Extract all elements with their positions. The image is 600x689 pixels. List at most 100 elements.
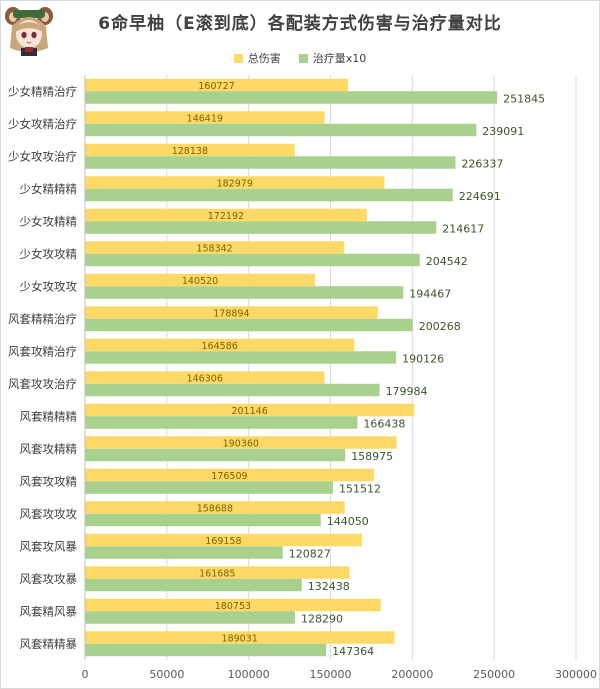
bar-heal xyxy=(85,91,498,104)
legend-swatch-damage xyxy=(233,53,243,63)
bar-damage xyxy=(85,273,315,287)
bar-heal xyxy=(85,416,358,429)
x-tick-label: 50000 xyxy=(149,668,184,681)
category-label: 风套攻攻攻 xyxy=(20,507,78,521)
bar-heal xyxy=(85,351,397,364)
x-tick-label: 100000 xyxy=(228,668,270,681)
x-tick-label: 250000 xyxy=(473,668,515,681)
legend-item-heal: 治疗量x10 xyxy=(298,50,367,66)
data-label-damage: 178894 xyxy=(213,308,249,319)
x-tick-label: 0 xyxy=(82,668,89,681)
bar-heal xyxy=(85,578,302,592)
x-tick-label: 300000 xyxy=(555,668,597,681)
bar-damage xyxy=(85,111,325,124)
bar-damage xyxy=(85,176,385,189)
bar-damage xyxy=(85,338,355,352)
legend-item-damage: 总伤害 xyxy=(233,50,281,66)
data-label-damage: 158688 xyxy=(197,503,233,514)
data-label-heal: 239091 xyxy=(482,125,524,138)
data-label-damage: 140520 xyxy=(182,276,218,287)
bar-damage xyxy=(85,241,345,254)
data-label-damage: 164586 xyxy=(202,341,238,352)
data-label-heal: 128290 xyxy=(301,612,343,625)
category-label: 风套攻风暴 xyxy=(20,539,78,553)
data-label-damage: 190360 xyxy=(223,438,259,449)
category-label: 少女精精治疗 xyxy=(8,84,77,98)
bar-damage xyxy=(85,78,349,92)
bar-damage xyxy=(85,566,350,579)
data-label-damage: 180753 xyxy=(215,601,251,612)
legend-label-heal: 治疗量x10 xyxy=(312,52,367,65)
data-label-heal: 194467 xyxy=(409,287,451,300)
category-label: 少女攻攻治疗 xyxy=(8,149,77,163)
category-label: 少女精精精 xyxy=(20,182,78,196)
data-label-damage: 158342 xyxy=(196,243,232,254)
bar-damage xyxy=(85,371,325,384)
legend-swatch-heal xyxy=(298,53,308,63)
data-label-damage: 160727 xyxy=(198,81,234,92)
category-label: 风套攻攻精 xyxy=(20,474,78,488)
category-label: 风套精精精 xyxy=(20,409,78,423)
bar-damage xyxy=(85,306,378,319)
bar-heal xyxy=(85,611,295,624)
data-label-damage: 176509 xyxy=(211,471,247,482)
data-label-heal: 214617 xyxy=(442,222,484,235)
bar-heal xyxy=(85,221,437,234)
bar-heal xyxy=(85,156,456,169)
data-label-damage: 189031 xyxy=(222,633,258,644)
data-label-heal: 204542 xyxy=(426,255,468,268)
data-label-heal: 120827 xyxy=(289,547,331,560)
data-label-heal: 179984 xyxy=(386,385,428,398)
bar-damage xyxy=(85,436,397,449)
data-label-heal: 151512 xyxy=(339,482,381,495)
data-label-damage: 146419 xyxy=(187,113,223,124)
bar-damage xyxy=(85,631,395,644)
data-label-damage: 146306 xyxy=(187,373,223,384)
bar-heal xyxy=(85,188,453,202)
sayu-portrait-icon xyxy=(5,7,53,56)
bar-heal xyxy=(85,123,477,137)
data-label-heal: 226337 xyxy=(461,157,503,170)
data-label-heal: 158975 xyxy=(351,450,393,463)
bar-heal xyxy=(85,383,380,397)
data-label-heal: 200268 xyxy=(419,320,461,333)
data-label-heal: 190126 xyxy=(402,352,444,365)
legend-label-damage: 总伤害 xyxy=(247,52,281,65)
bar-heal xyxy=(85,286,404,299)
category-label: 风套精精治疗 xyxy=(8,312,77,326)
bar-damage xyxy=(85,598,381,612)
data-label-damage: 161685 xyxy=(199,568,235,579)
data-label-damage: 128138 xyxy=(172,146,208,157)
category-label: 少女攻攻攻 xyxy=(20,279,78,293)
category-label: 少女攻攻精 xyxy=(20,247,78,261)
bar-damage xyxy=(85,533,362,547)
category-label: 风套攻精治疗 xyxy=(8,344,77,358)
data-label-heal: 224691 xyxy=(459,190,501,203)
bar-damage xyxy=(85,403,415,417)
data-label-heal: 132438 xyxy=(308,580,350,593)
bar-heal xyxy=(85,546,283,559)
category-label: 少女攻精治疗 xyxy=(8,117,77,131)
chart-title: 6命早柚（E滚到底）各配装方式伤害与治疗量对比 xyxy=(98,14,502,34)
data-label-heal: 251845 xyxy=(503,92,545,105)
data-label-damage: 201146 xyxy=(231,406,267,417)
bar-heal xyxy=(85,643,327,657)
x-tick-label: 150000 xyxy=(310,668,352,681)
category-label: 风套攻精精 xyxy=(20,442,78,456)
data-label-damage: 182979 xyxy=(217,178,253,189)
data-label-damage: 169158 xyxy=(205,536,241,547)
data-label-heal: 147364 xyxy=(332,645,374,658)
x-tick-label: 200000 xyxy=(391,668,433,681)
bar-damage xyxy=(85,208,367,222)
bar-heal xyxy=(85,318,413,332)
category-label: 风套精精暴 xyxy=(20,637,78,651)
bar-heal xyxy=(85,481,333,494)
category-label: 少女攻精精 xyxy=(20,214,78,228)
bar-heal xyxy=(85,253,420,267)
category-label: 风套攻攻治疗 xyxy=(8,377,77,391)
category-label: 风套精风暴 xyxy=(20,604,78,618)
data-label-damage: 172192 xyxy=(208,211,244,222)
bar-heal xyxy=(85,513,321,527)
legend: 总伤害 治疗量x10 xyxy=(0,50,600,66)
data-label-heal: 166438 xyxy=(363,417,405,430)
